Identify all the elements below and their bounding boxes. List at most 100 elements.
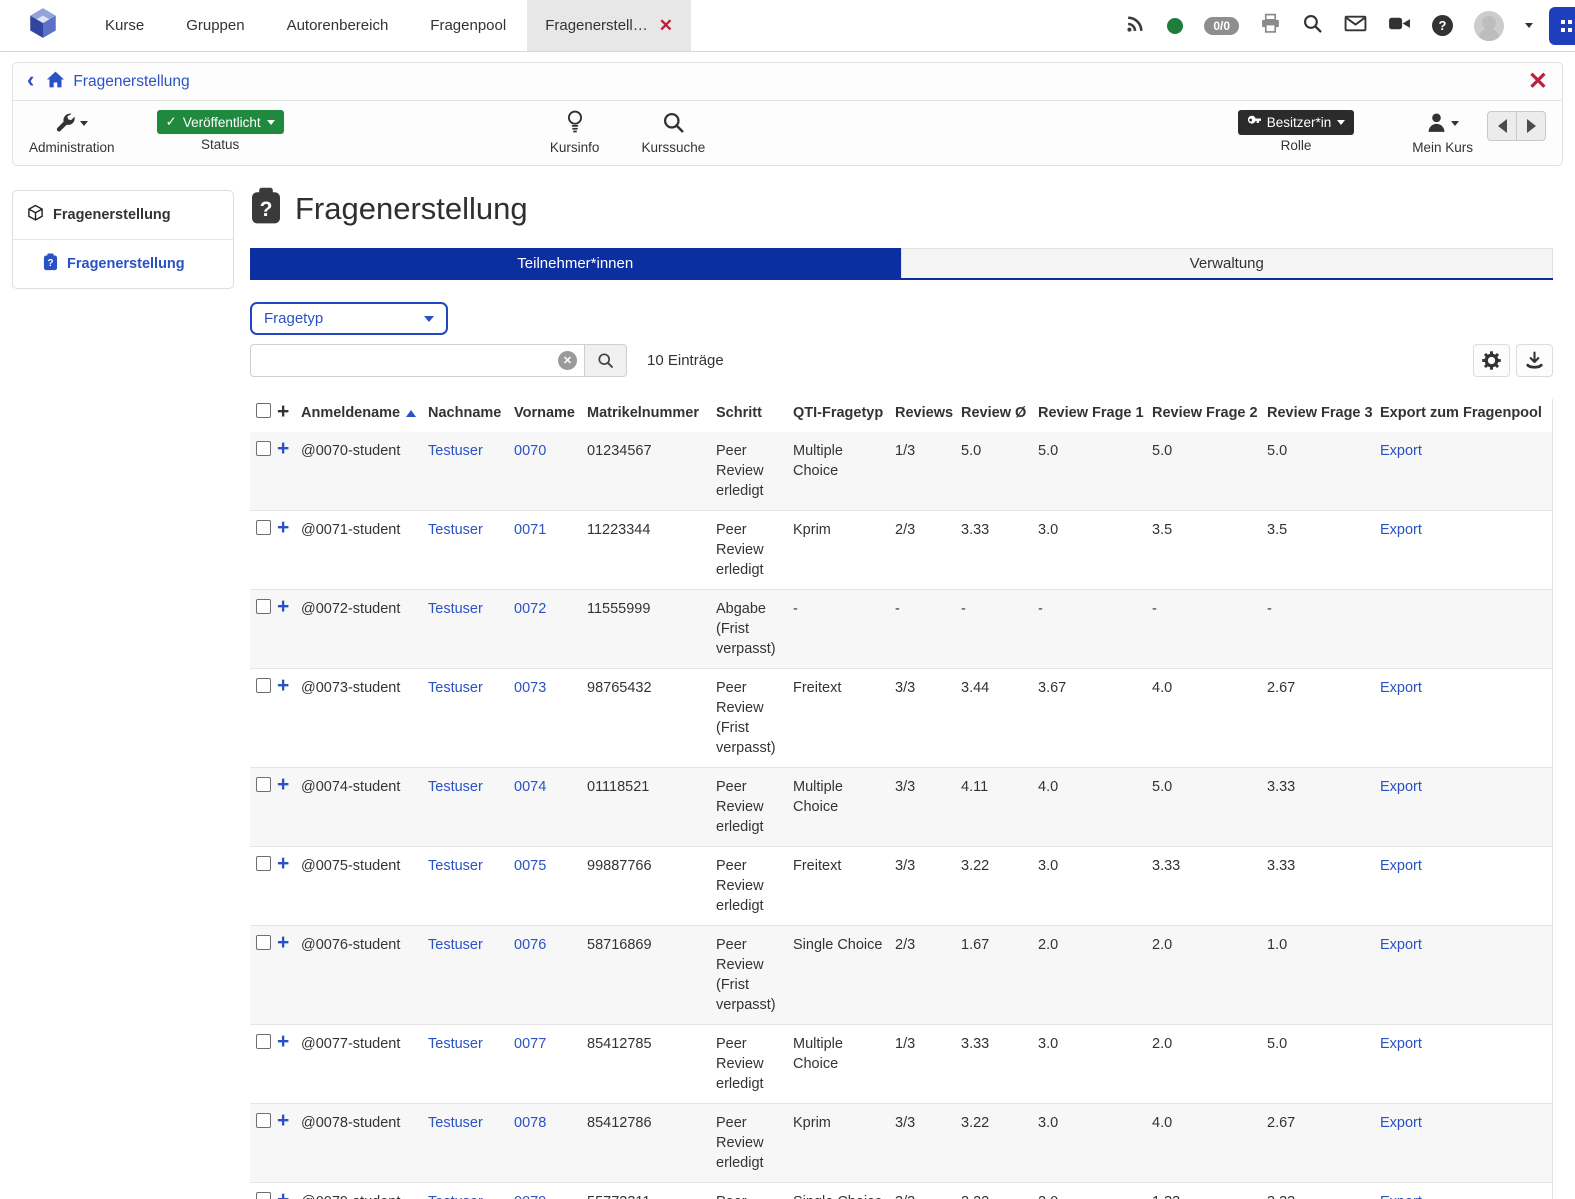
row-checkbox[interactable]	[256, 520, 271, 535]
sidebar-item-course-root[interactable]: Fragenerstellung	[13, 191, 233, 240]
column-header-review-avg[interactable]: Review Ø	[961, 404, 1027, 421]
print-icon[interactable]	[1260, 13, 1281, 39]
vorname-link[interactable]: 0071	[514, 522, 547, 538]
expand-row-icon[interactable]: +	[277, 773, 290, 796]
row-checkbox[interactable]	[256, 678, 271, 693]
row-checkbox[interactable]	[256, 1192, 271, 1199]
export-link[interactable]: Export	[1380, 1115, 1422, 1131]
column-header-qti-fragetyp[interactable]: QTI-Fragetyp	[793, 404, 884, 421]
vorname-link[interactable]: 0077	[514, 1036, 547, 1052]
select-all-checkbox[interactable]	[256, 403, 271, 418]
column-header-review-frage-1[interactable]: Review Frage 1	[1038, 404, 1144, 421]
row-checkbox[interactable]	[256, 935, 271, 950]
export-link[interactable]: Export	[1380, 858, 1422, 874]
export-link[interactable]: Export	[1380, 522, 1422, 538]
column-header-vorname[interactable]: Vorname	[514, 404, 575, 421]
breadcrumb-link[interactable]: Fragenerstellung	[73, 72, 190, 90]
table-download-button[interactable]	[1516, 344, 1553, 377]
vorname-link[interactable]: 0075	[514, 858, 547, 874]
chat-counter-badge[interactable]: 0/0	[1204, 16, 1239, 35]
search-icon[interactable]	[1302, 13, 1323, 39]
home-icon[interactable]	[46, 71, 65, 93]
row-checkbox[interactable]	[256, 856, 271, 871]
row-checkbox[interactable]	[256, 599, 271, 614]
nachname-link[interactable]: Testuser	[428, 1194, 483, 1199]
fragetyp-filter-dropdown[interactable]: Fragetyp	[250, 302, 448, 335]
expand-row-icon[interactable]: +	[277, 1188, 289, 1199]
export-link[interactable]: Export	[1380, 443, 1422, 459]
expand-row-icon[interactable]: +	[277, 1030, 290, 1053]
tab-teilnehmerinnen[interactable]: Teilnehmer*innen	[250, 248, 901, 278]
vorname-link[interactable]: 0073	[514, 680, 547, 696]
tab-verwaltung[interactable]: Verwaltung	[900, 248, 1553, 278]
expand-row-icon[interactable]: +	[277, 437, 290, 460]
nav-item-gruppen[interactable]: Gruppen	[186, 17, 245, 34]
vorname-link[interactable]: 0079	[514, 1194, 546, 1199]
close-tab-icon[interactable]: ✕	[658, 16, 673, 35]
mein-kurs-menu[interactable]: Mein Kurs	[1412, 110, 1473, 155]
column-header-export[interactable]: Export zum Fragenpool	[1380, 404, 1542, 421]
row-checkbox[interactable]	[256, 1034, 271, 1049]
nachname-link[interactable]: Testuser	[428, 779, 483, 795]
column-header-reviews[interactable]: Reviews	[895, 404, 954, 421]
vorname-link[interactable]: 0076	[514, 937, 547, 953]
close-course-icon[interactable]: ✕	[1527, 67, 1548, 95]
nav-item-autorenbereich[interactable]: Autorenbereich	[286, 17, 389, 34]
column-header-review-frage-2[interactable]: Review Frage 2	[1152, 404, 1258, 421]
row-checkbox[interactable]	[256, 441, 271, 456]
table-search-button[interactable]	[585, 344, 627, 377]
column-header-review-frage-3[interactable]: Review Frage 3	[1267, 404, 1373, 421]
quick-access-button[interactable]	[1549, 7, 1575, 45]
export-link[interactable]: Export	[1380, 1036, 1422, 1052]
expand-row-icon[interactable]: +	[277, 1109, 290, 1132]
nav-item-kurse[interactable]: Kurse	[105, 17, 145, 34]
back-chevron-icon[interactable]: ‹	[27, 66, 35, 92]
table-search-input[interactable]	[250, 344, 585, 377]
clear-search-icon[interactable]: ✕	[558, 351, 577, 370]
app-logo-icon[interactable]	[26, 4, 60, 47]
vorname-link[interactable]: 0072	[514, 601, 547, 617]
export-link[interactable]: Export	[1380, 680, 1422, 696]
column-header-anmeldename[interactable]: Anmeldename	[301, 399, 428, 432]
video-call-icon[interactable]	[1388, 13, 1411, 39]
role-dropdown[interactable]: Besitzer*in Rolle	[1237, 110, 1355, 153]
help-icon[interactable]: ?	[1432, 15, 1453, 36]
next-button[interactable]	[1516, 111, 1547, 141]
rss-icon[interactable]	[1125, 13, 1146, 39]
administration-menu[interactable]: Administration	[29, 110, 115, 155]
mail-icon[interactable]	[1344, 13, 1367, 39]
nachname-link[interactable]: Testuser	[428, 680, 483, 696]
previous-button[interactable]	[1487, 111, 1518, 141]
sidebar-item-fragenerstellung[interactable]: ? Fragenerstellung	[13, 240, 233, 288]
export-link[interactable]: Export	[1380, 779, 1422, 795]
expand-row-icon[interactable]: +	[277, 595, 290, 618]
kursinfo-button[interactable]: Kursinfo	[550, 110, 599, 155]
expand-row-icon[interactable]: +	[277, 516, 290, 539]
expand-row-icon[interactable]: +	[277, 931, 290, 954]
vorname-link[interactable]: 0070	[514, 443, 547, 459]
nachname-link[interactable]: Testuser	[428, 443, 483, 459]
nav-item-fragenpool[interactable]: Fragenpool	[430, 17, 507, 34]
status-dropdown[interactable]: ✓ Veröffentlicht Status	[156, 110, 284, 152]
export-link[interactable]: Export	[1380, 937, 1422, 953]
vorname-link[interactable]: 0074	[514, 779, 547, 795]
nachname-link[interactable]: Testuser	[428, 601, 483, 617]
row-checkbox[interactable]	[256, 1113, 271, 1128]
nachname-link[interactable]: Testuser	[428, 1115, 483, 1131]
table-settings-button[interactable]	[1473, 344, 1510, 377]
dynamic-tab-fragenerstellung[interactable]: Fragenerstell… ✕	[527, 0, 691, 51]
user-menu-chevron-down-icon[interactable]	[1525, 23, 1533, 28]
row-checkbox[interactable]	[256, 777, 271, 792]
nachname-link[interactable]: Testuser	[428, 937, 483, 953]
expand-row-icon[interactable]: +	[277, 852, 290, 875]
column-header-schritt[interactable]: Schritt	[716, 404, 762, 421]
column-header-nachname[interactable]: Nachname	[428, 404, 502, 421]
nachname-link[interactable]: Testuser	[428, 858, 483, 874]
nachname-link[interactable]: Testuser	[428, 1036, 483, 1052]
nachname-link[interactable]: Testuser	[428, 522, 483, 538]
vorname-link[interactable]: 0078	[514, 1115, 547, 1131]
kurssuche-button[interactable]: Kurssuche	[641, 110, 705, 155]
export-link[interactable]: Export	[1380, 1194, 1422, 1199]
column-header-matrikelnummer[interactable]: Matrikelnummer	[587, 404, 700, 421]
expand-row-icon[interactable]: +	[277, 674, 290, 697]
